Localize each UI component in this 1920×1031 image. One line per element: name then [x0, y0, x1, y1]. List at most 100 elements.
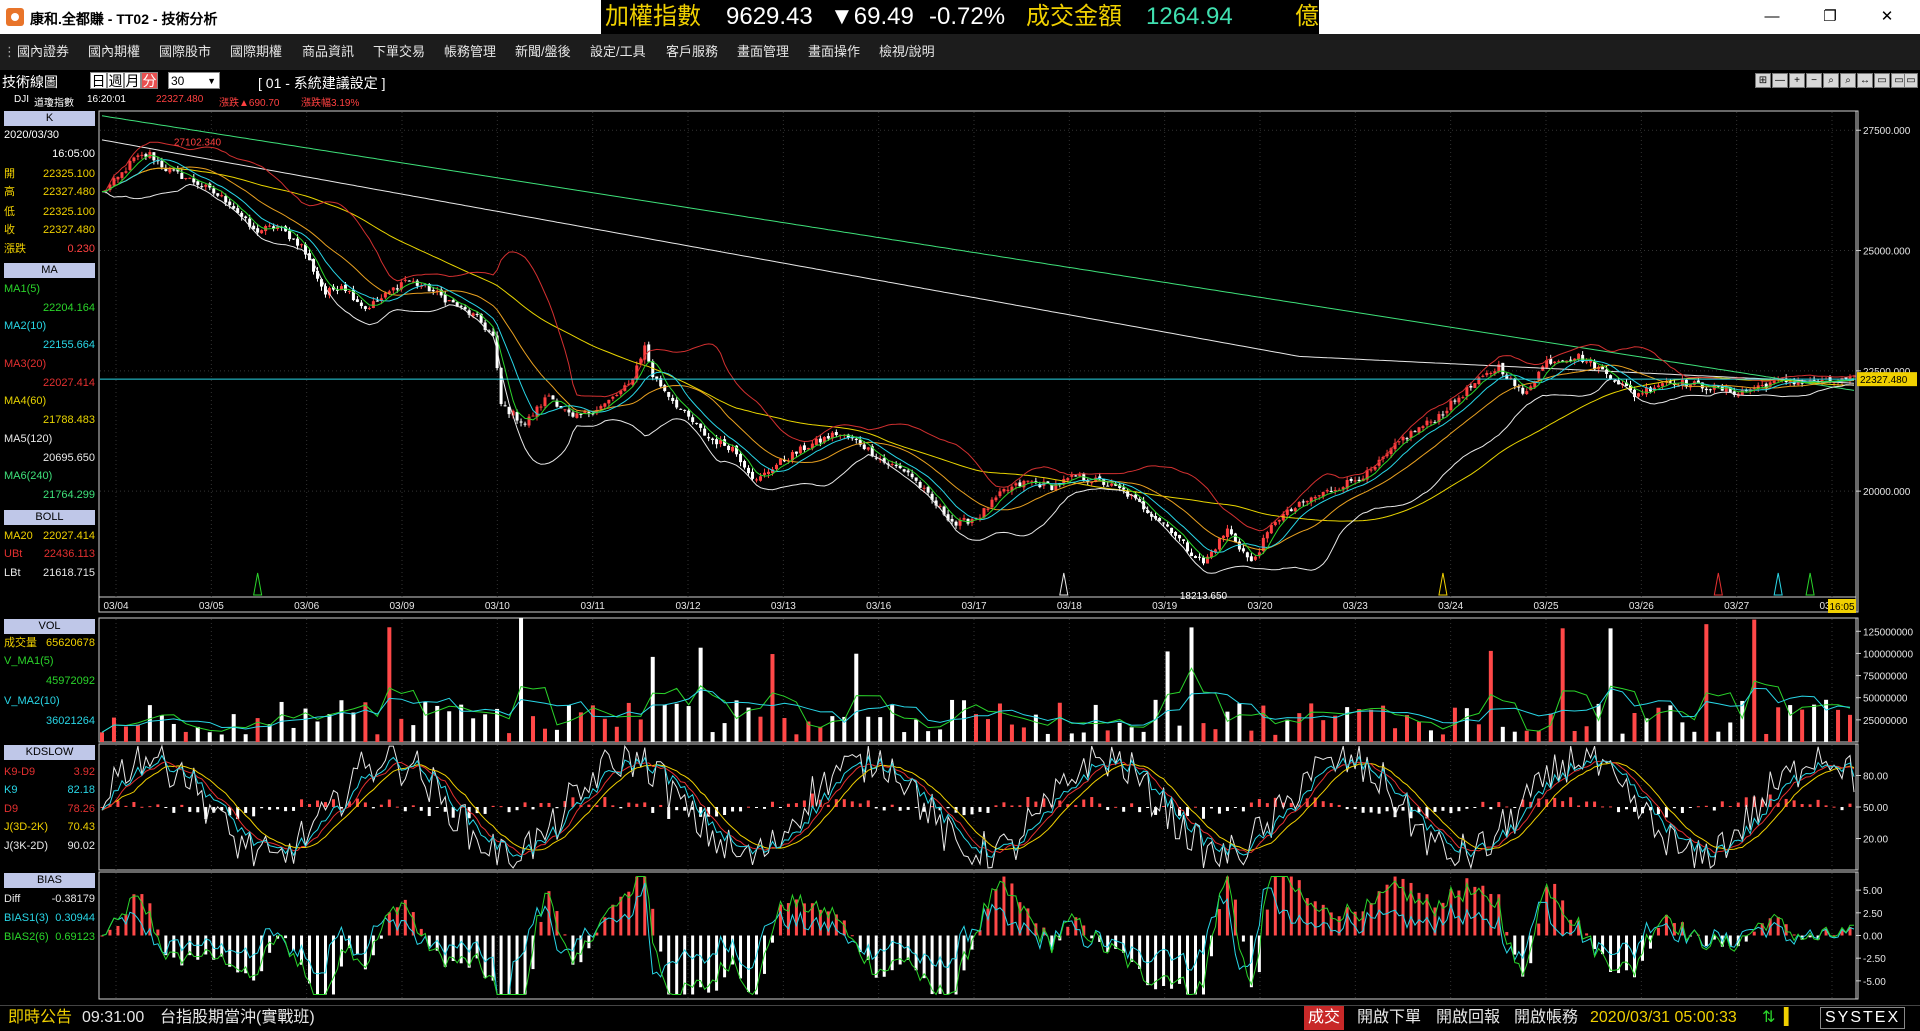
- search-icon[interactable]: ⌕: [1823, 73, 1839, 88]
- candle-body: [1309, 497, 1313, 503]
- candle-body: [1573, 358, 1577, 362]
- period-week-button[interactable]: 週: [107, 72, 124, 89]
- preset-label[interactable]: [ 01 - 系統建議設定 ]: [258, 75, 386, 91]
- window-icon[interactable]: ▭: [1874, 73, 1890, 88]
- menu-customer-service[interactable]: 客戶服務: [666, 44, 719, 59]
- open-report-button[interactable]: 開啟回報: [1436, 1009, 1501, 1026]
- candle-body: [1844, 377, 1848, 380]
- kd-diff-bar: [1201, 807, 1205, 819]
- bias-diff-bar: [866, 935, 870, 960]
- menu-view-help[interactable]: 檢視/說明: [879, 44, 935, 59]
- maximize-button[interactable]: ❐: [1823, 8, 1837, 25]
- bias-diff-bar: [284, 935, 288, 939]
- announcement-message[interactable]: 台指股期當沖(實戰班): [160, 1009, 315, 1026]
- layout-icon[interactable]: ⊞: [1755, 73, 1771, 88]
- period-month-button[interactable]: 月: [124, 72, 141, 89]
- candle-body: [786, 460, 790, 462]
- ma2-value: 22155.664: [43, 339, 95, 351]
- volume-bar: [1189, 627, 1194, 742]
- magnify-icon[interactable]: ⌕: [1840, 73, 1856, 88]
- ma4-value: 21788.483: [43, 414, 95, 426]
- kd-diff-bar: [1066, 804, 1070, 807]
- candle-body: [631, 378, 635, 385]
- volume-bar: [459, 704, 464, 742]
- candle-body: [1070, 474, 1074, 477]
- volume-bar: [950, 699, 955, 742]
- menu-screen-ops[interactable]: 畫面操作: [808, 44, 861, 59]
- zoom-in-icon[interactable]: +: [1789, 73, 1805, 88]
- candle-body: [599, 406, 603, 409]
- menu-trading[interactable]: 下單交易: [373, 44, 426, 59]
- kd-diff-bar: [300, 799, 304, 807]
- candle-body: [806, 447, 810, 450]
- menu-intl-futures[interactable]: 國際期權: [230, 44, 283, 59]
- bias-diff-bar: [1808, 935, 1812, 938]
- volume-bar: [495, 708, 500, 742]
- vol-row: V_MA2(10): [4, 693, 95, 710]
- bias-diff-bar: [212, 935, 216, 960]
- period-minute-button[interactable]: 分: [141, 72, 158, 89]
- deal-button[interactable]: 成交: [1304, 1006, 1344, 1030]
- volume-bar: [770, 654, 775, 742]
- volume-bar: [1668, 705, 1673, 742]
- volume-bar: [327, 713, 332, 742]
- bias-diff-bar: [747, 935, 751, 992]
- menu-product-info[interactable]: 商品資訊: [302, 44, 355, 59]
- volume-bar: [195, 726, 200, 742]
- menu-account[interactable]: 帳務管理: [444, 44, 497, 59]
- price-tick-label: 22500.000: [1863, 367, 1911, 378]
- open-order-button[interactable]: 開啟下單: [1357, 1009, 1422, 1026]
- bias-diff-bar: [1297, 880, 1301, 936]
- menu-screen-manage[interactable]: 畫面管理: [737, 44, 790, 59]
- kd-diff-bar: [228, 807, 232, 816]
- bias-diff-bar: [1640, 935, 1644, 961]
- candle-body: [1692, 381, 1696, 385]
- bias-diff-bar: [124, 914, 128, 936]
- bias-diff-bar: [1337, 916, 1341, 936]
- open-account-button[interactable]: 開啟帳務: [1514, 1009, 1579, 1026]
- candle-body: [1744, 390, 1748, 392]
- menu-domestic-futures[interactable]: 國內期權: [88, 44, 141, 59]
- close-button[interactable]: ✕: [1880, 8, 1894, 25]
- k-field-0-row: 開 22325.100: [4, 166, 95, 183]
- candle-body: [878, 459, 882, 461]
- date-tick-label: 03/17: [961, 601, 986, 612]
- kd-diff-bar: [1074, 805, 1078, 807]
- candle-body: [1182, 539, 1186, 541]
- minimize-button[interactable]: —: [1764, 8, 1780, 25]
- menu-domestic-securities[interactable]: 國內證券: [17, 44, 70, 59]
- line-tool-icon[interactable]: —: [1772, 73, 1788, 88]
- kd-diff-bar: [1792, 800, 1796, 807]
- candle-body: [1736, 393, 1740, 397]
- bias-diff-bar: [1672, 923, 1676, 936]
- bias-diff-bar: [1441, 902, 1445, 936]
- interval-select[interactable]: 30 ▼: [168, 72, 220, 89]
- candle-body: [1852, 375, 1856, 377]
- restore-icon[interactable]: ▭: [1904, 73, 1918, 88]
- kd-diff-bar: [802, 800, 806, 807]
- zoom-out-icon[interactable]: −: [1806, 73, 1822, 88]
- kd-diff-bar: [1609, 806, 1613, 808]
- kd-diff-bar: [363, 802, 367, 807]
- period-day-button[interactable]: 日: [90, 72, 107, 89]
- volume-bar: [1704, 624, 1709, 742]
- candle-body: [1644, 387, 1648, 395]
- bias-diff-bar: [419, 928, 423, 936]
- candle-body: [1086, 480, 1090, 483]
- menu-settings[interactable]: 設定/工具: [590, 44, 646, 59]
- candle-body: [998, 491, 1002, 497]
- kd-k-line: [101, 754, 1855, 858]
- kd-diff-bar: [1114, 806, 1118, 808]
- bias-diff-bar: [1034, 923, 1038, 936]
- bias-diff-bar: [507, 935, 511, 995]
- bias-diff-bar: [1417, 892, 1421, 936]
- bias-diff-bar: [1736, 935, 1740, 947]
- pan-icon[interactable]: ↔: [1857, 73, 1873, 88]
- menu-intl-stocks[interactable]: 國際股市: [159, 44, 212, 59]
- bias-diff-bar: [1617, 935, 1621, 974]
- kd-diff-bar: [810, 793, 814, 807]
- menu-news[interactable]: 新聞/盤後: [515, 44, 571, 59]
- volume-bar: [1297, 713, 1302, 742]
- volume-bar: [542, 728, 547, 742]
- kd-diff-bar: [675, 807, 679, 811]
